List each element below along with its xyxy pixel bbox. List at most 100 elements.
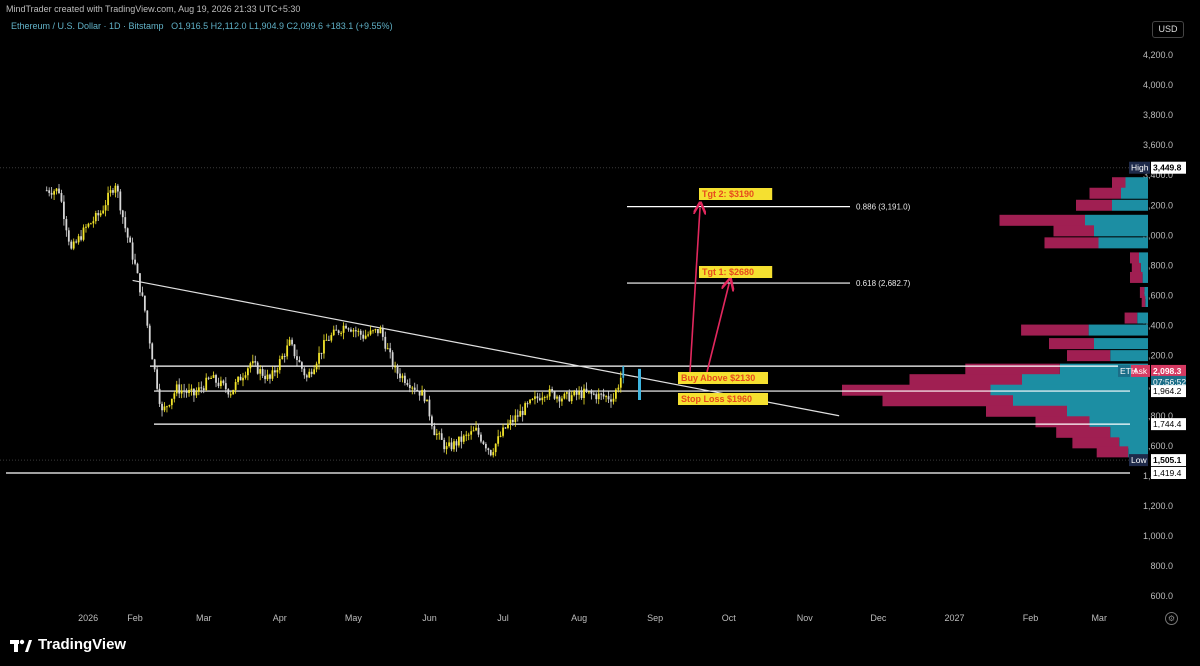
volume-bar-up xyxy=(1059,363,1148,375)
candle-body xyxy=(77,236,80,243)
candle-body xyxy=(163,406,166,411)
x-axis: 2026 Feb Mar Apr May Jun Jul Aug Sep Oct Nov Dec 202… xyxy=(78,613,1107,623)
volume-bar-up xyxy=(1119,437,1148,449)
high-tag-label: High xyxy=(1131,163,1149,173)
y-tick-label: 4,200.0 xyxy=(1143,50,1173,60)
eth-tag: ETH xyxy=(1120,366,1137,376)
currency-selector[interactable]: USD xyxy=(1152,21,1184,38)
candle-body xyxy=(381,327,384,337)
candle-body xyxy=(305,375,308,378)
candle-body xyxy=(556,396,558,399)
candle-body xyxy=(610,399,612,402)
volume-bar-up xyxy=(1022,374,1148,386)
svg-text:Tgt 1: $2680: Tgt 1: $2680 xyxy=(702,267,754,277)
candle-body xyxy=(234,382,237,390)
candle-body xyxy=(217,382,220,387)
candle-body xyxy=(519,410,522,417)
x-tick-label: May xyxy=(345,613,363,623)
candle-body xyxy=(104,205,107,211)
candle-body xyxy=(202,388,205,390)
volume-bar-down xyxy=(1130,271,1143,283)
candle-body xyxy=(364,335,367,339)
volume-bar-up xyxy=(990,384,1148,396)
volume-bar-down xyxy=(842,384,991,396)
candle-body xyxy=(578,391,580,395)
candle-body xyxy=(521,410,524,415)
x-tick-label: Sep xyxy=(647,613,663,623)
volume-bar-up xyxy=(1112,199,1148,211)
horizontal-levels: 0.886 (3,191.0) 0.618 (2,682.7) xyxy=(6,203,1130,474)
x-tick-label: Jun xyxy=(422,613,437,623)
candle-body xyxy=(551,388,554,392)
y-tick-label: 1,200.0 xyxy=(1143,501,1173,511)
candle-body xyxy=(232,389,235,395)
candle-body xyxy=(602,394,605,397)
volume-bar-down xyxy=(882,395,1013,407)
x-tick-label: 2027 xyxy=(944,613,964,623)
tradingview-wordmark: TradingView xyxy=(38,636,127,653)
candle-body xyxy=(509,419,512,424)
candle-body xyxy=(185,391,188,394)
candle-body xyxy=(516,415,519,417)
candle-body xyxy=(524,403,527,415)
candle-body xyxy=(296,356,298,361)
candle-body xyxy=(247,368,249,376)
candle-body xyxy=(428,399,431,417)
x-tick-label: Mar xyxy=(196,613,212,623)
volume-bar-down xyxy=(965,363,1060,375)
candle-body xyxy=(55,188,58,192)
candle-body xyxy=(99,213,102,216)
y-tick-label: 1,800.0 xyxy=(1143,411,1173,421)
candle-body xyxy=(85,226,87,228)
candle-body xyxy=(222,380,225,384)
arrow-to-tgt2 xyxy=(689,208,700,373)
candle-body xyxy=(465,434,468,436)
candle-body xyxy=(70,241,73,249)
settings-gear-icon[interactable]: ⚙ xyxy=(1165,612,1178,625)
volume-bar-down xyxy=(1053,225,1094,237)
x-tick-label: Mar xyxy=(1091,613,1107,623)
candle-body xyxy=(318,352,320,364)
x-tick-label: Feb xyxy=(127,613,143,623)
volume-bar-down xyxy=(986,405,1067,417)
low-tag-label: Low xyxy=(1131,455,1147,465)
candle-body xyxy=(178,384,181,394)
y-tick-label: 3,200.0 xyxy=(1143,200,1173,210)
candle-body xyxy=(310,371,313,375)
level-tag-1744: 1,744.4 xyxy=(1153,419,1182,429)
low-tag-label-bg xyxy=(1129,454,1148,467)
volume-bar-up xyxy=(1013,395,1148,407)
candle-body xyxy=(141,292,144,296)
candle-body xyxy=(597,393,600,400)
x-tick-label: Dec xyxy=(870,613,887,623)
volume-bar-down xyxy=(1049,338,1094,350)
y-tick-label: 3,400.0 xyxy=(1143,170,1173,180)
candle-body xyxy=(592,393,595,395)
candle-body xyxy=(391,352,394,367)
candle-body xyxy=(529,399,531,404)
candle-body xyxy=(129,237,132,243)
candle-body xyxy=(342,325,345,333)
candle-body xyxy=(423,390,426,402)
candle-body xyxy=(207,377,210,379)
candle-body xyxy=(435,433,438,436)
candle-body xyxy=(126,228,129,238)
candle-body xyxy=(565,392,568,394)
candle-body xyxy=(180,390,183,394)
volume-bar-up xyxy=(1110,350,1148,362)
volume-profile xyxy=(842,177,1148,458)
candle-body xyxy=(536,396,539,399)
x-tick-label: Aug xyxy=(571,613,587,623)
y-tick-label: 2,800.0 xyxy=(1143,260,1173,270)
candle-body xyxy=(205,377,208,390)
volume-bar-up xyxy=(1145,295,1148,307)
candle-body xyxy=(244,375,247,378)
high-tag-value: 3,449.8 xyxy=(1153,163,1182,173)
candle-body xyxy=(298,360,301,363)
candle-body xyxy=(102,210,105,214)
candle-body xyxy=(332,329,335,336)
candle-body xyxy=(136,263,139,274)
candle-body xyxy=(450,442,453,450)
candle-body xyxy=(399,373,401,379)
